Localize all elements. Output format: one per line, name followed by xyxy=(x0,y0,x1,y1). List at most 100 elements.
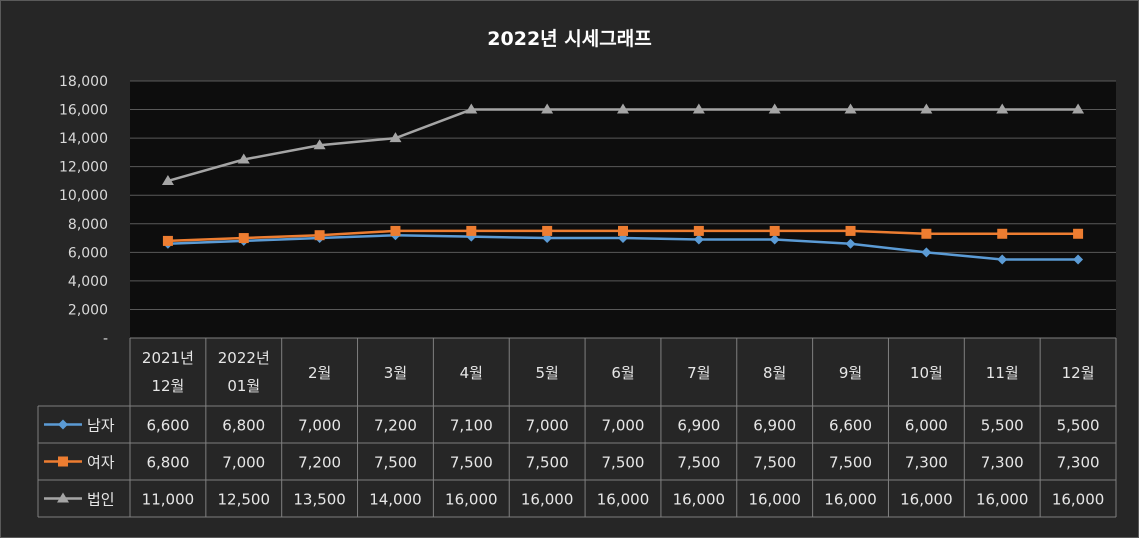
table-cell: 6,800 xyxy=(222,417,265,435)
table-cell: 7,100 xyxy=(450,417,493,435)
data-point xyxy=(314,230,325,241)
table-cell: 14,000 xyxy=(369,491,422,509)
table-cell: 16,000 xyxy=(673,491,726,509)
category-label: 4월 xyxy=(460,364,483,382)
category-label: 01월 xyxy=(227,377,260,395)
y-tick-label: 10,000 xyxy=(59,188,108,204)
data-point xyxy=(617,103,629,114)
y-tick-label: - xyxy=(103,331,108,347)
y-tick-label: 8,000 xyxy=(68,217,108,233)
data-point xyxy=(313,139,326,150)
data-point xyxy=(845,225,856,236)
data-point xyxy=(1072,103,1085,114)
table-cell: 7,300 xyxy=(981,454,1024,472)
legend-label: 여자 xyxy=(87,454,115,472)
data-point xyxy=(921,247,932,258)
table-cell: 7,200 xyxy=(374,417,417,435)
y-tick-label: 4,000 xyxy=(68,274,108,290)
data-point xyxy=(465,103,478,114)
legend-key-marker xyxy=(58,419,68,430)
table-cell: 6,600 xyxy=(146,417,189,435)
category-label: 11월 xyxy=(986,364,1019,382)
category-label: 7월 xyxy=(687,364,710,382)
table-cell: 7,000 xyxy=(298,417,341,435)
data-point xyxy=(238,233,249,244)
legend-label: 법인 xyxy=(87,491,115,509)
data-point xyxy=(996,103,1009,114)
data-point xyxy=(161,174,174,185)
category-label: 10월 xyxy=(910,364,943,382)
table-cell: 6,800 xyxy=(146,454,189,472)
data-point xyxy=(1073,254,1084,265)
table-cell: 7,300 xyxy=(905,454,948,472)
data-point xyxy=(769,225,780,236)
category-label: 2022년 xyxy=(218,349,270,367)
table-cell: 6,000 xyxy=(905,417,948,435)
table-cell: 16,000 xyxy=(976,491,1029,509)
y-tick-label: 12,000 xyxy=(59,160,108,176)
table-cell: 16,000 xyxy=(824,491,877,509)
table-cell: 7,500 xyxy=(602,454,645,472)
table-cell: 16,000 xyxy=(597,491,650,509)
y-tick-label: 14,000 xyxy=(59,131,108,147)
table-cell: 7,500 xyxy=(829,454,872,472)
table-cell: 6,900 xyxy=(753,417,796,435)
legend-label: 남자 xyxy=(87,417,115,435)
table-cell: 16,000 xyxy=(521,491,574,509)
data-point xyxy=(920,103,933,114)
table-cell: 13,500 xyxy=(293,491,346,509)
legend-key-marker xyxy=(57,492,69,503)
table-cell: 7,500 xyxy=(677,454,720,472)
data-point xyxy=(692,103,705,114)
table-cell: 16,000 xyxy=(1052,491,1105,509)
table-cell: 6,600 xyxy=(829,417,872,435)
data-point xyxy=(769,234,780,245)
category-label: 2월 xyxy=(308,364,331,382)
table-cell: 16,000 xyxy=(748,491,801,509)
data-point xyxy=(921,228,932,239)
table-cell: 11,000 xyxy=(142,491,195,509)
category-label: 9월 xyxy=(839,364,862,382)
data-point xyxy=(693,225,704,236)
data-point xyxy=(997,228,1008,239)
table-cell: 7,000 xyxy=(222,454,265,472)
category-label: 6월 xyxy=(611,364,634,382)
data-point xyxy=(466,225,477,236)
table-cell: 7,000 xyxy=(602,417,645,435)
table-cell: 16,000 xyxy=(900,491,953,509)
data-point xyxy=(541,103,554,114)
data-point xyxy=(237,153,250,164)
data-point xyxy=(162,235,173,246)
y-tick-label: 6,000 xyxy=(68,245,108,261)
table-cell: 7,000 xyxy=(526,417,569,435)
table-cell: 6,900 xyxy=(677,417,720,435)
table-cell: 7,300 xyxy=(1057,454,1100,472)
data-point xyxy=(997,254,1008,265)
data-point xyxy=(618,225,628,236)
data-point xyxy=(542,225,553,236)
table-cell: 5,500 xyxy=(981,417,1024,435)
category-label: 2021년 xyxy=(142,349,194,367)
table-cell: 7,200 xyxy=(298,454,341,472)
data-point xyxy=(390,225,401,236)
category-label: 5월 xyxy=(535,364,558,382)
table-cell: 7,500 xyxy=(450,454,493,472)
table-cell: 5,500 xyxy=(1057,417,1100,435)
table-cell: 12,500 xyxy=(218,491,271,509)
data-point xyxy=(693,234,704,245)
table-cell: 16,000 xyxy=(445,491,498,509)
data-point xyxy=(844,103,857,114)
y-tick-label: 2,000 xyxy=(68,302,108,318)
y-tick-label: 18,000 xyxy=(59,74,108,90)
y-tick-label: 16,000 xyxy=(59,103,108,119)
chart-title: 2022년 시세그래프 xyxy=(487,28,652,50)
category-label: 8월 xyxy=(763,364,786,382)
category-label: 3월 xyxy=(384,364,407,382)
category-label: 12월 xyxy=(151,377,184,395)
data-point xyxy=(768,103,781,114)
table-cell: 7,500 xyxy=(526,454,569,472)
legend-key-marker xyxy=(58,456,68,467)
data-point xyxy=(845,238,856,249)
table-cell: 7,500 xyxy=(374,454,417,472)
